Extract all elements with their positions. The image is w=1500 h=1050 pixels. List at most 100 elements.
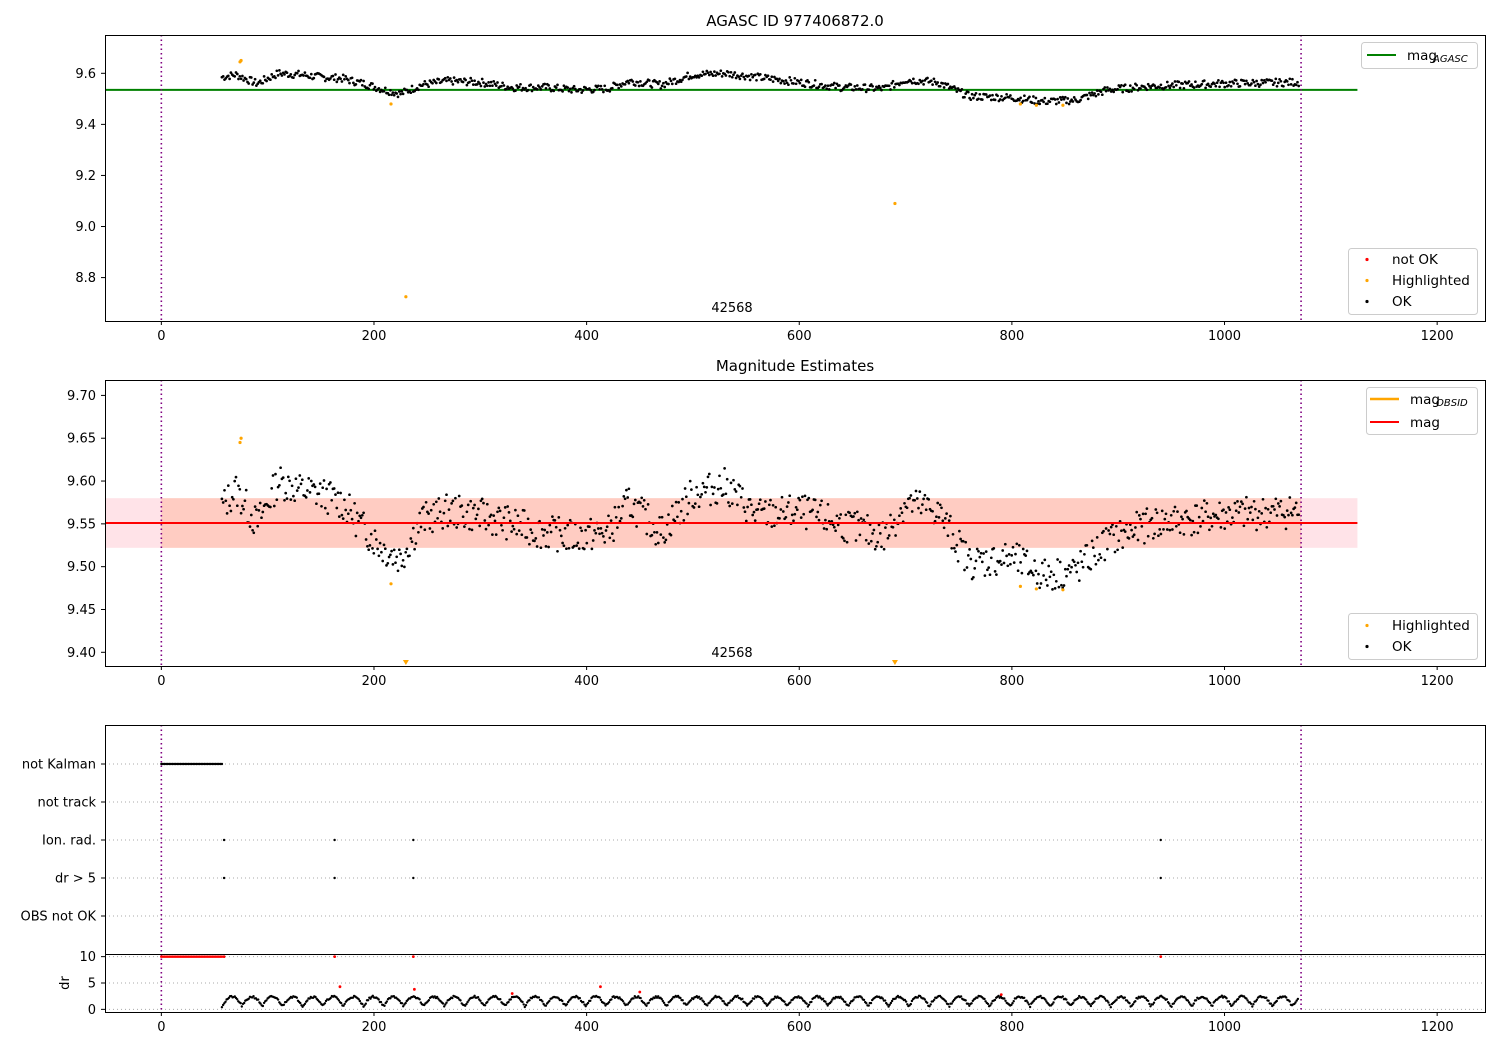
dr-point [379,1000,383,1004]
dr-point [504,1003,508,1006]
data-point-ok [1191,519,1195,523]
dr-point [666,1004,669,1007]
data-point-ok [785,81,789,85]
data-point-ok [378,90,382,94]
data-point-ok [411,526,415,530]
dr-point [1065,998,1068,1001]
dr-point [521,1000,524,1004]
data-point-ok [950,546,954,550]
data-point-ok [461,80,465,84]
data-point-ok [275,69,279,73]
dr-point [261,1004,265,1008]
data-point-ok [378,541,382,545]
data-point-ok [654,542,658,546]
data-point-ok [721,493,725,496]
data-point-ok [446,75,450,79]
data-point-ok [873,547,877,551]
data-point-ok [584,528,587,532]
flag-point-ion-rad [333,838,336,842]
data-point-ok [399,552,402,556]
data-point-ok [437,497,441,500]
x-tick-label: 400 [574,1020,599,1035]
data-point-ok [1155,511,1159,515]
data-point-ok [589,88,593,92]
data-point-ok [864,538,868,542]
data-point-ok [991,93,994,97]
data-point-ok [1271,504,1275,508]
data-point-ok [1174,83,1178,87]
flag-category-label: not Kalman [22,758,96,773]
data-point-ok [1130,90,1133,93]
data-point-ok [681,78,684,82]
dr-flag-marker [222,955,226,959]
dr-point [1115,998,1118,1001]
data-point-ok [1218,85,1221,89]
data-point-ok [459,77,462,81]
data-point-ok [1083,552,1086,556]
x-tick-label: 0 [157,329,165,344]
data-point-ok [825,87,829,91]
data-point-ok [382,89,386,93]
data-point-ok [529,528,533,531]
data-point-ok [909,494,913,497]
data-point-ok [673,77,677,81]
data-point-ok [695,485,698,489]
data-point-ok [1250,505,1253,509]
data-point-ok [1222,508,1225,512]
data-point-ok [697,76,701,79]
data-point-ok [1224,81,1228,85]
dr-point [1076,997,1080,1000]
dr-point [1106,999,1109,1002]
data-point-ok [237,484,240,488]
data-point-ok [1014,552,1017,556]
data-point-ok [517,85,521,89]
data-point-ok [917,82,920,86]
dr-point [1093,1000,1096,1003]
plot-frame [105,35,1486,322]
data-point-highlighted [1018,102,1022,106]
data-point-ok [502,84,506,87]
data-point-ok [1128,84,1132,87]
dr-point [990,1002,993,1005]
data-point-ok [1157,534,1160,538]
data-point-ok [880,88,883,92]
y-tick-label: 9.0 [75,220,96,235]
data-point-ok [1072,96,1076,99]
data-point-ok [551,515,554,518]
data-point-ok [591,90,595,94]
data-point-ok [465,83,469,87]
data-point-ok [235,72,239,76]
data-point-ok [526,517,530,521]
data-point-ok [423,79,427,83]
data-point-highlighted [389,582,393,586]
data-point-ok [343,77,346,81]
data-point-ok [511,87,515,90]
y-tick-label: 10 [79,950,96,965]
data-point-ok [719,486,723,490]
data-point-ok [818,503,822,507]
dr-point [720,997,723,1000]
data-point-ok [1061,95,1065,99]
data-point-ok [261,81,265,85]
dr-point [821,997,825,1000]
data-point-ok [633,84,637,87]
data-point-ok [1104,89,1108,93]
data-point-ok [1154,508,1158,511]
data-point-ok [1136,538,1140,542]
data-point-ok [431,81,434,85]
data-point-ok [1090,539,1094,543]
data-point-ok [1178,531,1182,535]
data-point-ok [332,78,336,82]
data-point-ok [710,485,714,489]
data-point-ok [1145,507,1149,510]
data-point-ok [256,524,260,528]
data-point-ok [1136,88,1140,92]
dr-point [561,999,564,1003]
data-point-ok [729,70,733,74]
data-point-ok [853,85,857,88]
data-point-ok [963,95,966,99]
data-point-ok [884,526,887,529]
data-point-ok [1190,83,1193,86]
data-point-ok [961,539,965,543]
data-point-ok [1054,579,1058,583]
